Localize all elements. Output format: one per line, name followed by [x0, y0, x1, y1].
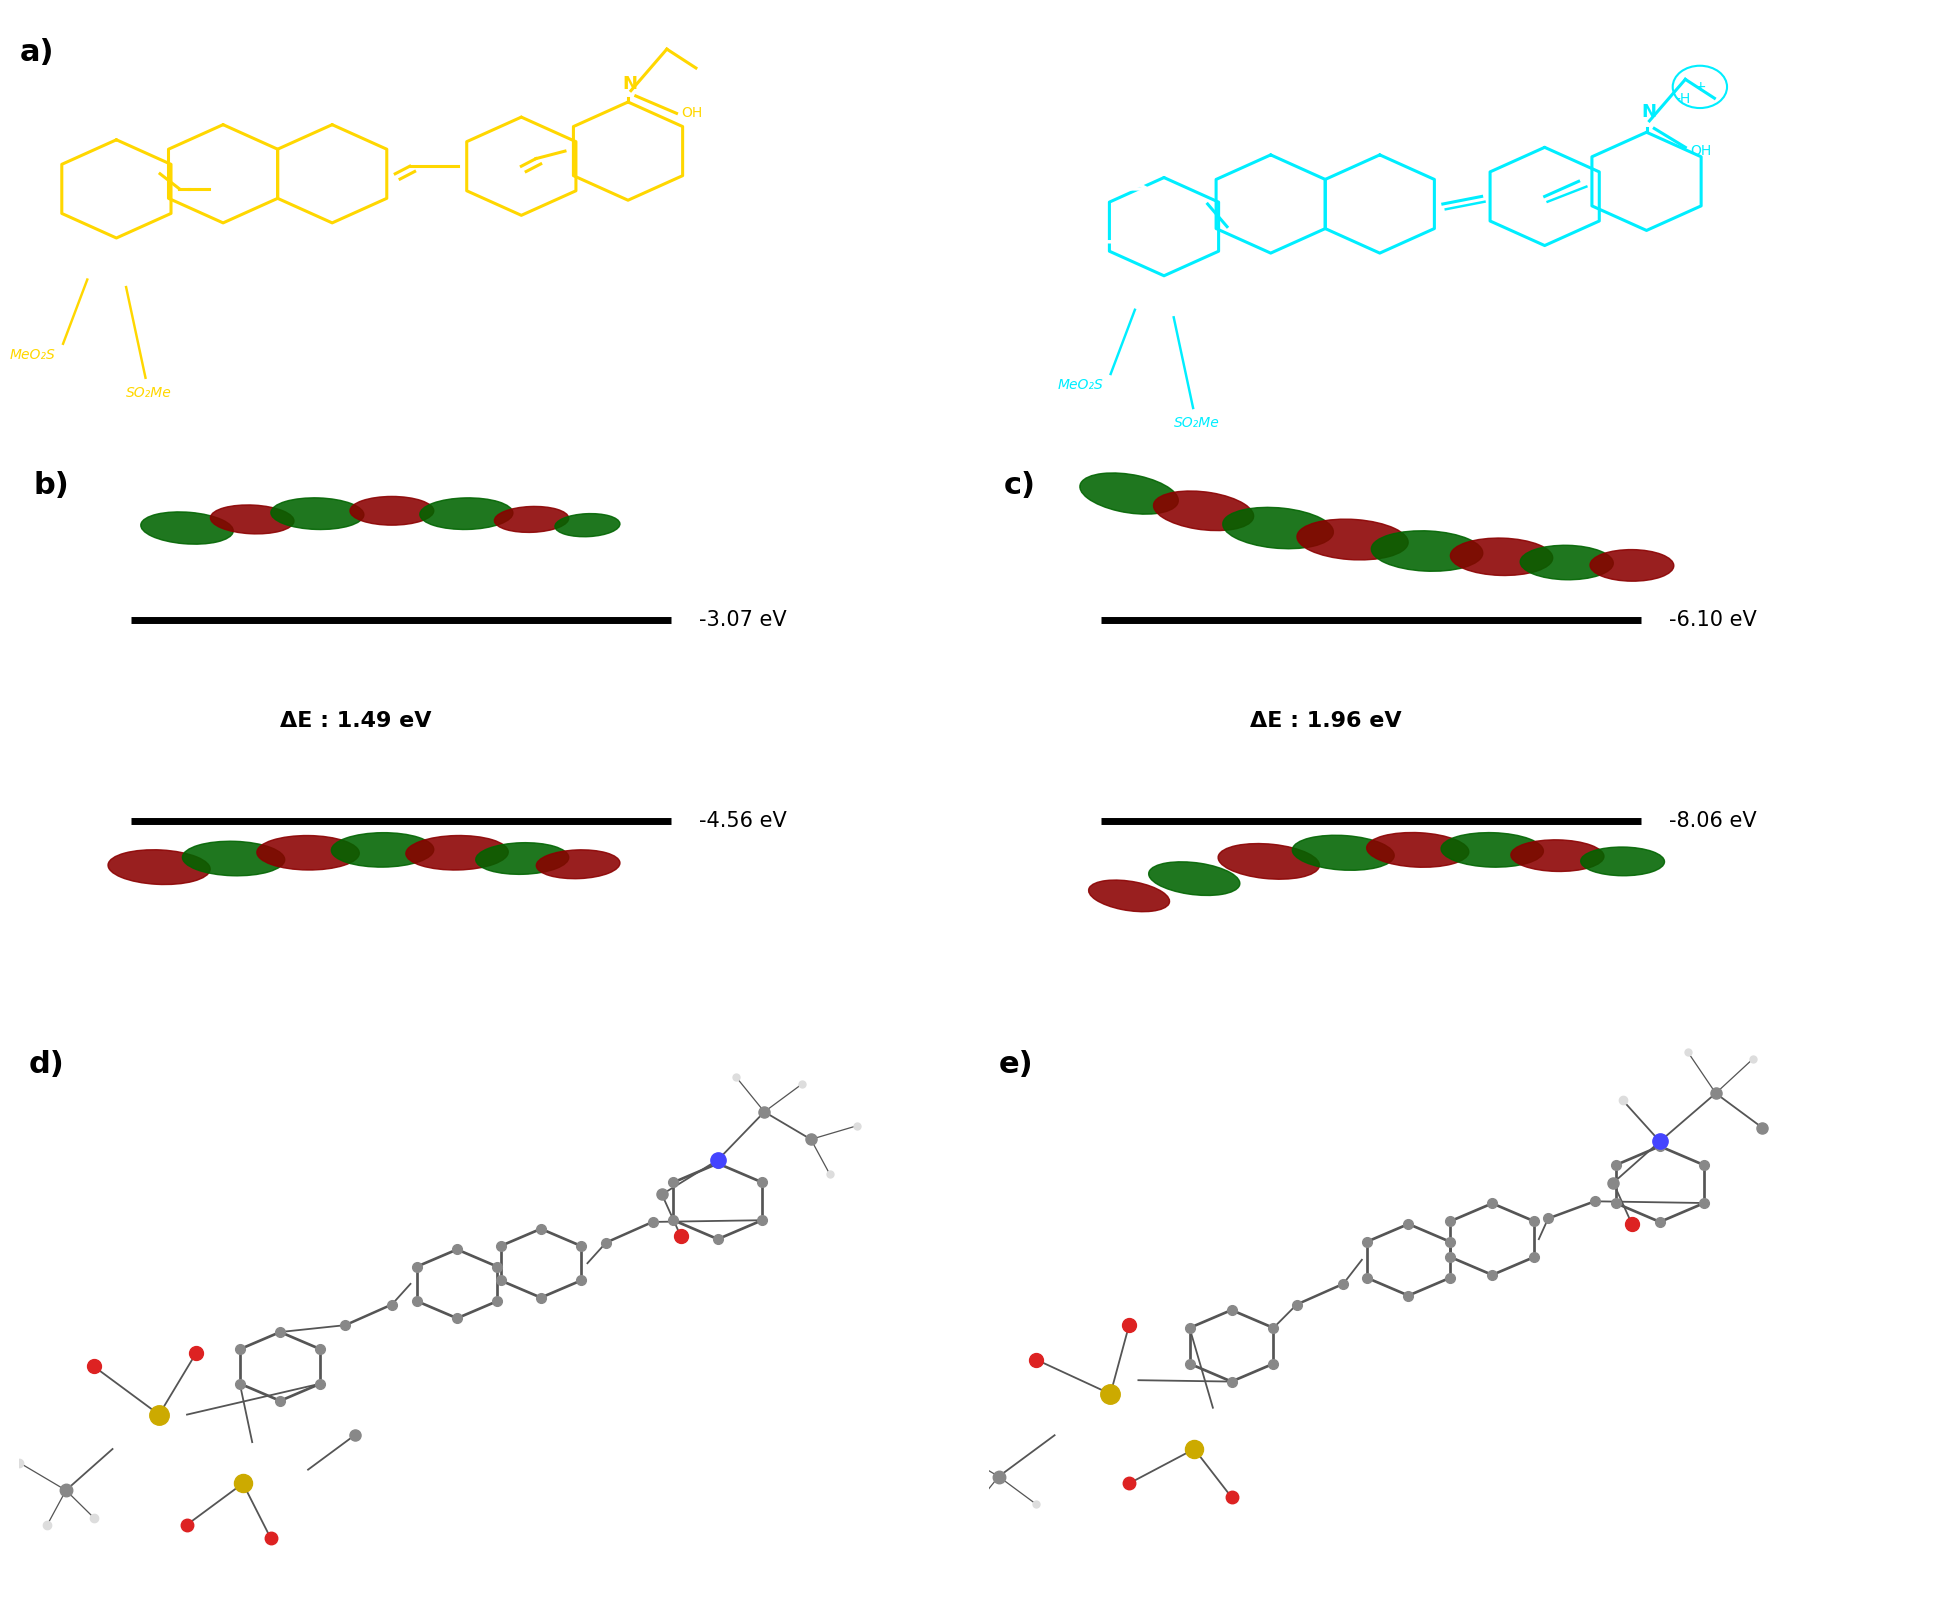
Ellipse shape: [1080, 473, 1177, 515]
Ellipse shape: [1441, 832, 1543, 868]
Ellipse shape: [494, 507, 568, 533]
Ellipse shape: [1154, 491, 1253, 531]
Text: +: +: [1693, 79, 1704, 94]
Text: -4.56 eV: -4.56 eV: [698, 811, 787, 831]
Text: d): d): [29, 1049, 64, 1078]
Text: OH: OH: [681, 107, 702, 120]
Text: ASDSN: ASDSN: [520, 382, 605, 403]
Text: + H: + H: [954, 136, 985, 151]
Text: +: +: [999, 118, 1008, 131]
Text: c): c): [1002, 471, 1035, 500]
Text: a): a): [19, 37, 54, 66]
Ellipse shape: [1297, 520, 1408, 560]
Text: H-ASDSN: H-ASDSN: [1718, 382, 1830, 403]
Text: SO₂Me: SO₂Me: [1173, 416, 1220, 431]
Ellipse shape: [1291, 835, 1394, 871]
Text: MeO₂S: MeO₂S: [10, 348, 56, 363]
Text: - H: - H: [1035, 280, 1059, 295]
Ellipse shape: [1148, 861, 1239, 895]
Ellipse shape: [209, 505, 295, 534]
Text: -6.10 eV: -6.10 eV: [1668, 610, 1757, 630]
Ellipse shape: [1580, 847, 1664, 876]
Ellipse shape: [1590, 549, 1673, 581]
Ellipse shape: [256, 835, 359, 869]
Ellipse shape: [535, 850, 620, 879]
Text: N: N: [1640, 104, 1656, 121]
Ellipse shape: [1450, 538, 1551, 575]
Ellipse shape: [109, 850, 209, 884]
Text: e): e): [999, 1049, 1033, 1078]
Ellipse shape: [475, 842, 568, 874]
Ellipse shape: [1088, 881, 1169, 911]
Text: b): b): [33, 471, 70, 500]
Ellipse shape: [349, 497, 434, 525]
Text: OH: OH: [1689, 144, 1710, 159]
Ellipse shape: [182, 842, 285, 876]
Text: N: N: [622, 74, 638, 92]
Ellipse shape: [142, 512, 233, 544]
Ellipse shape: [1365, 832, 1468, 868]
Text: -8.06 eV: -8.06 eV: [1668, 811, 1757, 831]
Ellipse shape: [1510, 840, 1604, 871]
Text: ΔE : 1.96 eV: ΔE : 1.96 eV: [1249, 711, 1402, 730]
Text: SO₂Me: SO₂Me: [126, 385, 173, 400]
Ellipse shape: [1222, 507, 1332, 549]
Ellipse shape: [405, 835, 508, 869]
Ellipse shape: [1218, 843, 1319, 879]
Ellipse shape: [332, 832, 434, 868]
Text: ΔE : 1.49 eV: ΔE : 1.49 eV: [279, 711, 430, 730]
Ellipse shape: [271, 497, 365, 529]
Ellipse shape: [555, 513, 620, 538]
Ellipse shape: [1520, 546, 1613, 580]
Text: -H: -H: [1675, 92, 1691, 105]
Text: +: +: [1080, 280, 1092, 293]
Ellipse shape: [419, 497, 512, 529]
Ellipse shape: [1371, 531, 1481, 572]
Text: -3.07 eV: -3.07 eV: [698, 610, 787, 630]
Text: MeO₂S: MeO₂S: [1057, 379, 1103, 392]
